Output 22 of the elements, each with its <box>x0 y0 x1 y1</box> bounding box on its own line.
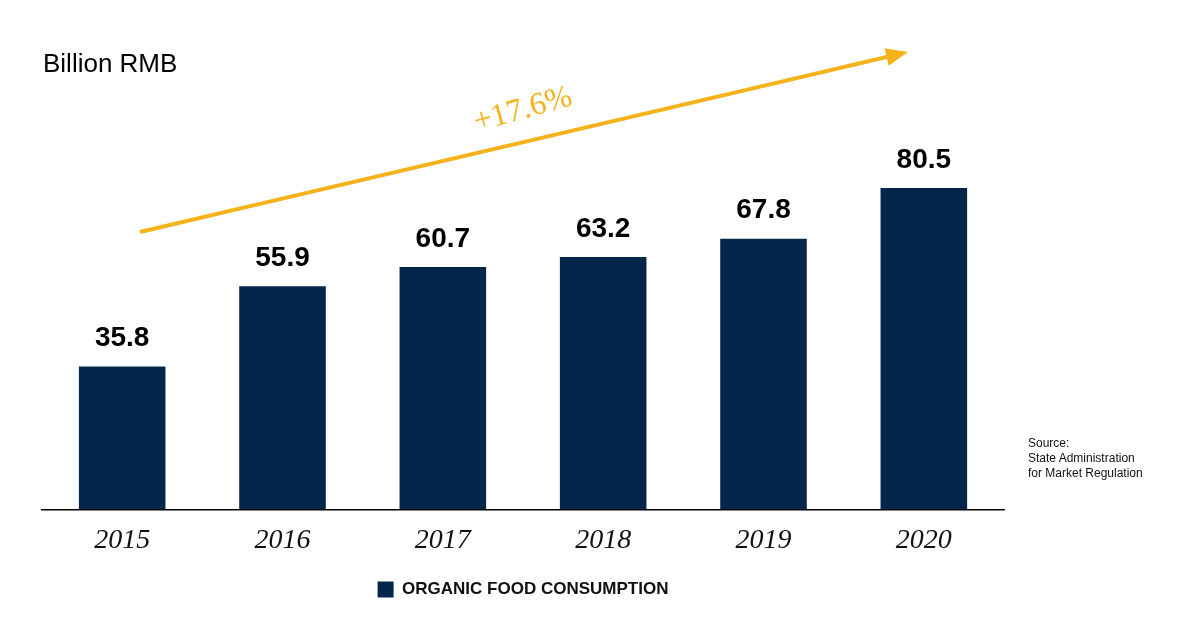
x-tick-label: 2016 <box>254 522 311 554</box>
data-label: 80.5 <box>896 142 952 174</box>
x-tick-label: 2020 <box>895 522 952 554</box>
data-label: 35.8 <box>94 321 150 353</box>
bar <box>720 238 807 510</box>
bar <box>399 267 487 510</box>
x-tick-label: 2019 <box>735 522 792 554</box>
data-label: 67.8 <box>736 193 791 225</box>
text: +17.6% <box>468 76 576 139</box>
bar <box>559 257 647 510</box>
bar <box>880 187 968 510</box>
bar <box>78 366 166 510</box>
y-axis-title: Billion RMB <box>43 48 178 79</box>
data-label: 63.2 <box>575 211 631 243</box>
bar <box>239 286 326 510</box>
legend-label: ORGANIC FOOD CONSUMPTION <box>402 579 669 599</box>
data-label: 55.9 <box>255 240 310 272</box>
x-tick-label: 2015 <box>94 522 151 554</box>
source-note: Source: State Administration for Market Regulation <box>1028 436 1143 481</box>
x-tick-label: 2017 <box>414 522 472 554</box>
x-tick-label: 2018 <box>575 522 632 554</box>
data-label: 60.7 <box>415 221 471 253</box>
